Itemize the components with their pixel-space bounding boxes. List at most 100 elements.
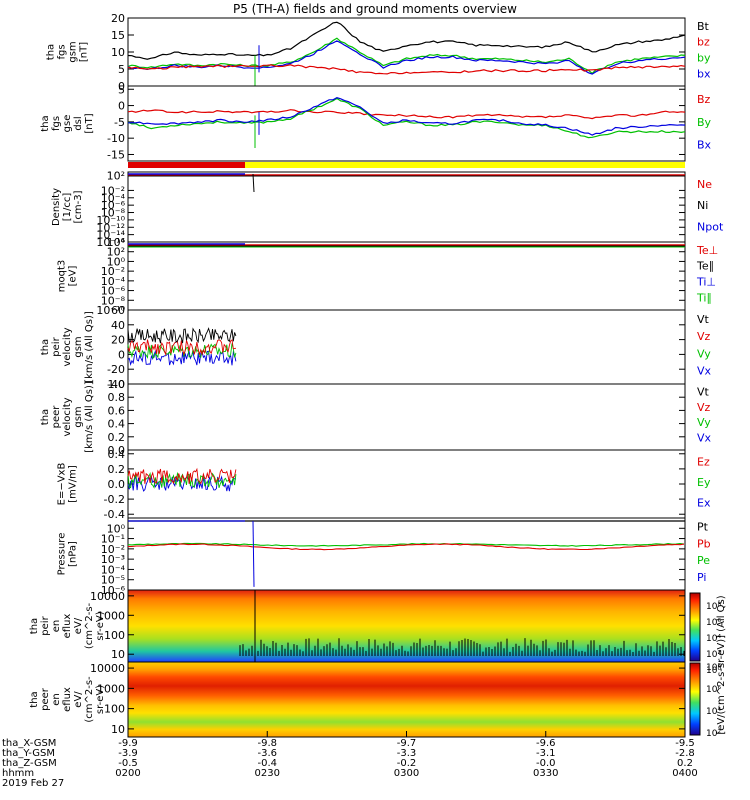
colorbar-tick-upper: 10² [706,650,721,660]
y-tick-label: 10⁻⁶ [101,584,126,597]
y-axis-label: (cm^2-s- [84,676,95,723]
trace-Pe [127,542,685,547]
colorbar-label: [eV/(cm^2-s-sr-eV)] (All Qs) [716,595,727,734]
y-tick-label: 0 [118,80,125,93]
x-tick-label: -3.6 [257,748,277,759]
legend-by: by [697,51,711,64]
y-tick-label: 10⁻⁴ [101,563,126,576]
y-tick-label: 10⁻⁶ [101,285,126,298]
y-tick-label: 10⁻³ [101,553,125,566]
y-axis-label: eV/ [73,617,84,634]
colorbar-lower [689,662,701,736]
series-by [127,37,686,75]
y-tick-label: 10⁻¹⁴ [96,229,125,242]
y-axis-label: peir [51,336,62,356]
date-label: 2019 Feb 27 [2,778,64,789]
x-tick-label: -0.5 [118,758,138,769]
y-tick-label: 10⁰ [107,522,126,535]
colorbar-tick-lower: 10⁶ [706,685,721,695]
y-tick-label: 0 [118,348,125,361]
y-tick-label: 0 [118,100,125,113]
x-tick-label: 0400 [672,768,697,779]
y-axis-label: moqt3 [57,260,68,293]
series-By [127,97,686,139]
legend-Vz: Vz [697,401,711,414]
panel-frame-0 [127,17,686,87]
trace-Pb [127,543,685,551]
y-axis-label: E=−VxB [57,463,68,506]
y-tick-label: 5 [118,63,125,76]
y-axis-label: fgs [51,116,62,131]
spectrogram-9 [128,662,685,737]
x-tick-label: -0.4 [257,758,277,769]
panel-frame-4 [127,309,686,385]
y-axis-label: velocity [62,397,73,436]
colorbar-tick-upper: 10⁰ [706,666,721,676]
y-tick-label: 0.8 [108,391,126,404]
y-tick-label: 20 [111,334,125,347]
y-axis-label: [1/cc] [62,193,73,222]
y-tick-label: -0.4 [104,508,125,521]
legend-Vx: Vx [697,365,712,378]
y-axis-label: tha [40,115,51,131]
series-Bt [127,21,686,60]
legend-Te⊥: Te⊥ [696,244,718,257]
y-tick-label: 10² [107,246,125,259]
legend-Bz: Bz [697,93,711,106]
status-bar-yellow [245,162,685,168]
legend-Ni: Ni [697,199,708,212]
noise-series-3 [127,327,237,344]
panel-8: 10000 1000 100 10 tha peir en eflux eV/(cm^2-s-s… [29,589,686,663]
y-axis-label: velocity [62,327,73,366]
legend-By: By [697,116,712,129]
noise-series-0 [127,349,237,367]
y-axis-label: en [51,620,62,633]
legend-Ex: Ex [697,497,711,510]
y-axis-label: [cm-3] [73,190,84,223]
legend-Ti⊥: Ti⊥ [696,275,716,288]
legend-Ti∥: Ti∥ [696,291,712,304]
x-row-label: hhmm [2,768,34,779]
panel-9: 10000 1000 100 10 tha peer en eflux eV/(cm^2-s-s… [29,661,686,738]
spectrogram-8 [128,590,685,662]
y-tick-label: 10⁻⁶ [101,199,126,212]
y-axis-label: sr-eV) [95,611,106,640]
y-axis-label: [km/s (All Qs)] [84,311,95,383]
y-tick-label: 10⁻⁸ [101,294,126,307]
y-tick-label: 10⁻² [101,184,125,197]
series-bz [127,64,686,75]
colorbar-tick-lower: 10⁴ [706,707,721,717]
y-tick-label: 20 [111,12,125,25]
y-tick-label: 10² [107,170,125,183]
y-axis-label: tha [29,691,40,707]
y-axis-label: eV/ [73,691,84,708]
y-tick-label: 10⁻⁴ [101,275,126,288]
legend-Ey: Ey [697,476,711,489]
panel-frame-6 [127,449,686,519]
y-axis-label: dsl [73,116,84,130]
series-Bx [127,97,686,136]
y-axis-label: gsm [73,336,84,357]
x-row-label: tha_X-GSM [2,738,56,749]
y-tick-label: 10⁻¹ [101,533,125,546]
x-tick-label: -9.5 [675,738,695,749]
panel-6: 0.4 0.2 0.0 -0.2 -0.4 E=−VxB [mV/m] Ez Ey Ex [57,448,711,521]
legend-Vt: Vt [697,386,710,399]
x-tick-label: -9.8 [257,738,277,749]
x-tick-label: 0.2 [677,758,693,769]
panel-frame-5 [127,383,686,451]
y-axis-label: peer [51,405,62,429]
legend-bz: bz [697,36,710,49]
y-tick-label: 10⁰ [107,255,126,268]
y-tick-label: 1000 [97,609,125,622]
legend-Vy: Vy [697,416,711,429]
x-axis-labels: tha_X-GSM -9.9 -9.8 -9.7 -9.6 -9.5 tha_Y-GSM -3… [2,731,698,789]
panel-4: 60 40 200 -20 -40 tha peir velocity gsm [km/s (Al… [40,304,712,391]
y-axis-label: eflux [62,614,73,639]
x-tick-label: -0.2 [397,758,417,769]
y-tick-label: 1.0 [108,378,126,391]
